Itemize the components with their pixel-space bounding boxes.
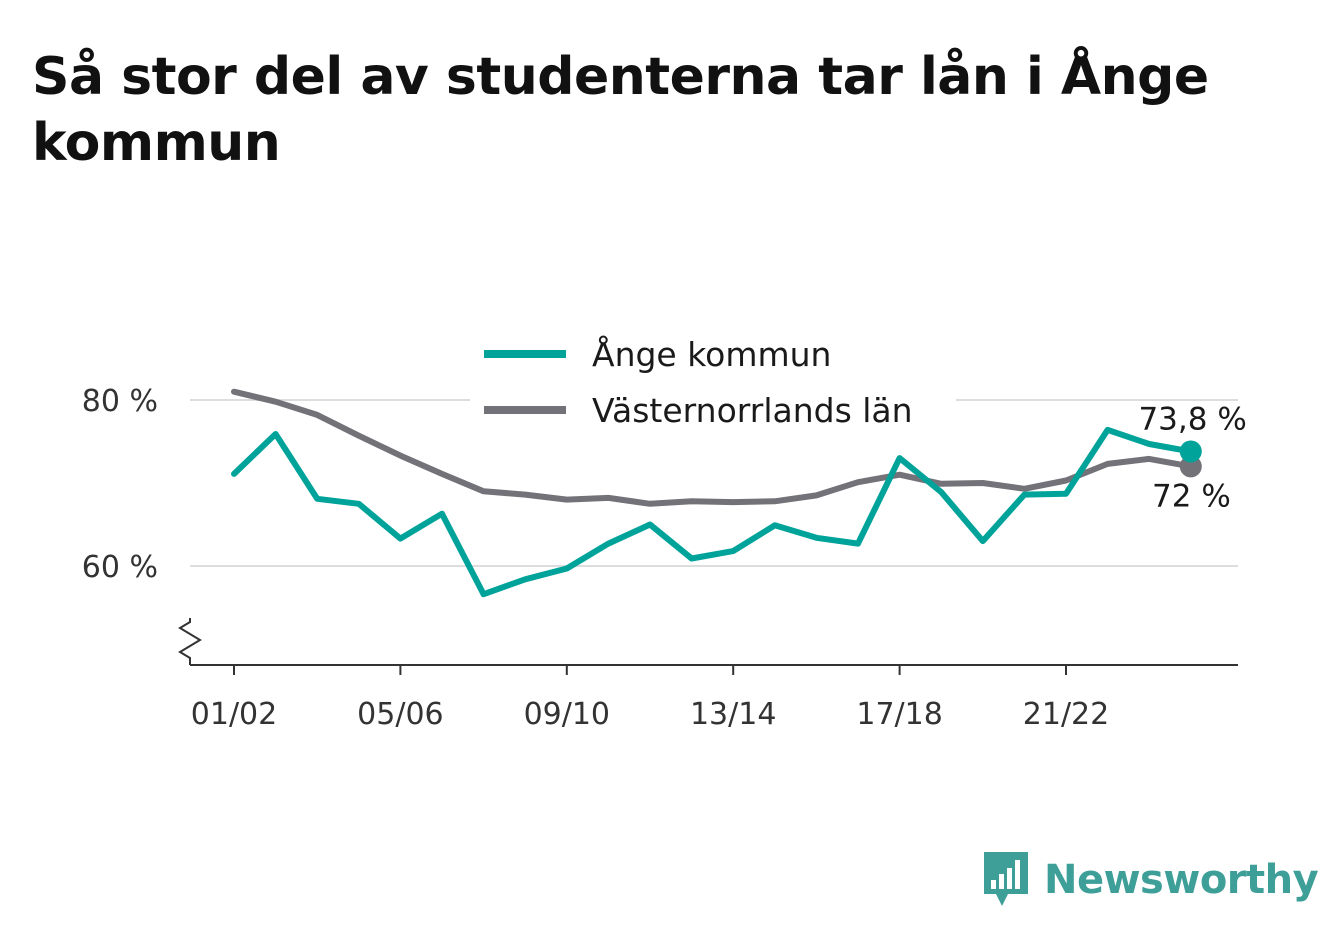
end-labels: 73,8 % 72 % bbox=[1138, 401, 1246, 514]
brand-logo: Newsworthy bbox=[982, 850, 1319, 910]
brand-name: Newsworthy bbox=[1044, 857, 1319, 903]
series-lines bbox=[231, 388, 1202, 598]
legend-label: Västernorrlands län bbox=[592, 391, 913, 430]
legend: Ånge kommun Västernorrlands län bbox=[470, 326, 956, 430]
end-label-ange: 73,8 % bbox=[1138, 401, 1246, 437]
series-end-point-0 bbox=[1179, 440, 1202, 463]
series-line-0 bbox=[231, 426, 1194, 598]
legend-label: Ånge kommun bbox=[592, 334, 831, 374]
y-axis-break bbox=[178, 618, 202, 665]
x-tick-label: 21/22 bbox=[1023, 697, 1109, 732]
series-line-1 bbox=[231, 388, 1194, 507]
end-label-lan: 72 % bbox=[1152, 478, 1231, 514]
x-tick-label: 01/02 bbox=[191, 697, 277, 732]
y-tick-label: 80 % bbox=[82, 384, 158, 419]
chart-title: Så stor del av studenterna tar lån i Ång… bbox=[32, 47, 1209, 173]
x-tick-label: 17/18 bbox=[856, 697, 942, 732]
y-tick-label: 60 % bbox=[82, 550, 158, 585]
axes: 60 % 80 % 01/02 05/06 09/10 13/14 17/18 21/22 bbox=[82, 384, 1238, 732]
x-tick-label: 13/14 bbox=[690, 697, 776, 732]
x-tick-label: 05/06 bbox=[357, 697, 443, 732]
x-tick-label: 09/10 bbox=[524, 697, 610, 732]
bar-chart-speech-bubble-icon bbox=[984, 852, 1028, 906]
